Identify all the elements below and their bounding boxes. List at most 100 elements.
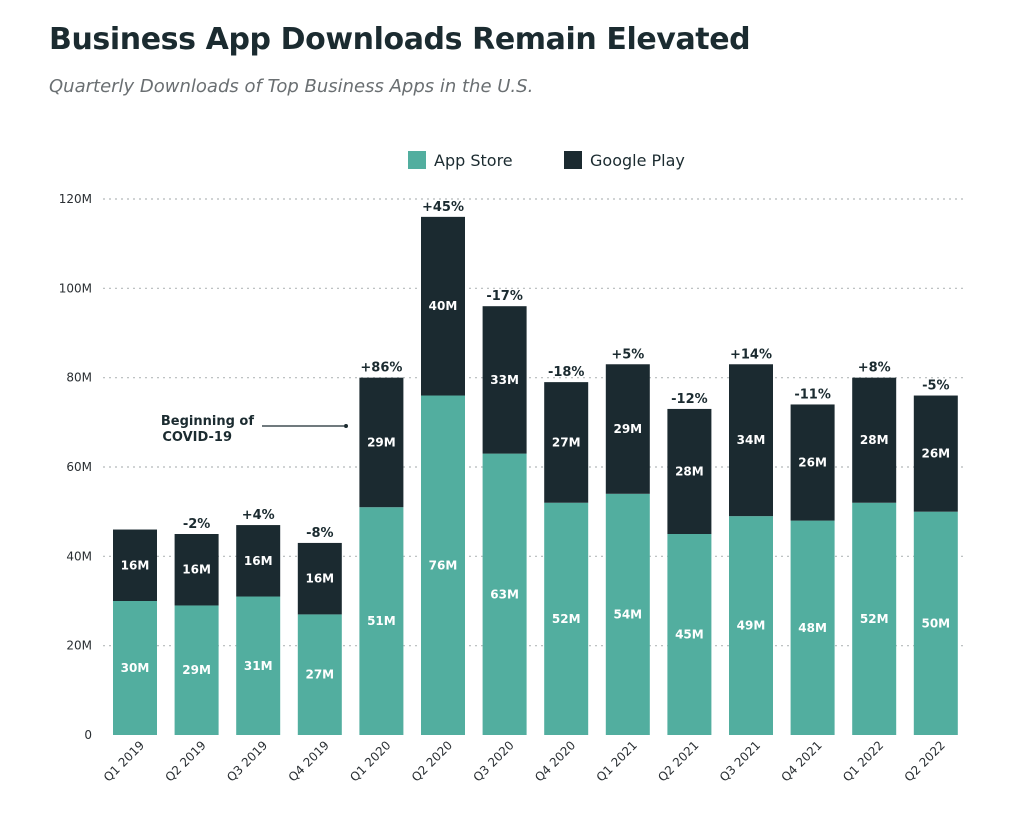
data-label-google-play: 34M <box>737 433 766 447</box>
legend-label-app-store: App Store <box>434 151 513 170</box>
change-label: +4% <box>242 508 275 523</box>
data-label-app-store: 31M <box>244 659 273 673</box>
x-tick-label: Q4 2021 <box>778 738 824 784</box>
bar-google-play <box>605 364 650 494</box>
y-tick-label: 80M <box>66 371 92 385</box>
y-tick-label: 0 <box>84 728 92 742</box>
change-label: +5% <box>611 347 644 362</box>
bar-google-play <box>174 534 219 606</box>
data-label-google-play: 16M <box>305 572 334 586</box>
data-label-app-store: 48M <box>798 621 827 635</box>
y-tick-label: 40M <box>66 549 92 563</box>
data-label-app-store: 30M <box>121 661 150 675</box>
x-tick-label: Q3 2020 <box>470 738 516 784</box>
covid-annotation: Beginning of COVID-19 <box>161 414 348 445</box>
bar-google-play <box>482 306 527 454</box>
y-tick-label: 120M <box>59 192 92 206</box>
data-label-google-play: 29M <box>613 422 642 436</box>
bar-app-store <box>729 516 773 735</box>
data-label-google-play: 28M <box>675 464 704 478</box>
bar-google-play <box>729 364 773 517</box>
data-label-app-store: 51M <box>367 614 396 628</box>
bar-google-play <box>790 404 835 521</box>
bar-app-store <box>605 493 650 735</box>
change-label: -18% <box>548 365 585 380</box>
x-tick-label: Q3 2021 <box>717 738 763 784</box>
data-label-google-play: 28M <box>860 433 889 447</box>
y-tick-label: 60M <box>66 460 92 474</box>
x-tick-label: Q1 2019 <box>101 738 147 784</box>
legend-label-google-play: Google Play <box>590 151 685 170</box>
bar-app-store <box>667 534 712 735</box>
legend-swatch-google-play <box>564 151 582 169</box>
bar-google-play <box>421 216 465 396</box>
x-tick-label: Q4 2019 <box>286 738 332 784</box>
bar-app-store <box>113 601 157 735</box>
chart-subtitle: Quarterly Downloads of Top Business Apps… <box>49 76 534 97</box>
chart-title: Business App Downloads Remain Elevated <box>49 22 751 57</box>
x-tick-label: Q2 2022 <box>902 738 948 784</box>
bar-google-play <box>297 542 342 615</box>
data-label-app-store: 45M <box>675 628 704 642</box>
annotation-line-2: COVID-19 <box>162 430 232 445</box>
x-axis: Q1 2019 Q2 2019 Q3 2019 Q4 2019 Q1 2020 Q2 20… <box>101 738 948 784</box>
change-label: +8% <box>858 361 891 376</box>
bar-app-store <box>852 502 897 735</box>
data-label-google-play: 27M <box>552 435 581 449</box>
bar-app-store <box>913 511 958 735</box>
x-tick-label: Q1 2021 <box>594 738 640 784</box>
x-tick-label: Q2 2021 <box>655 738 701 784</box>
bar-app-store <box>544 502 589 735</box>
bar-app-store <box>236 596 281 735</box>
change-label: -11% <box>794 387 831 402</box>
data-label-app-store: 49M <box>737 619 766 633</box>
change-label: +45% <box>422 200 464 215</box>
data-label-app-store: 50M <box>921 616 950 630</box>
change-label: -17% <box>486 289 523 304</box>
bar-app-store <box>790 520 835 735</box>
data-label-google-play: 16M <box>182 563 211 577</box>
data-label-app-store: 27M <box>305 668 334 682</box>
data-label-app-store: 52M <box>860 612 889 626</box>
bar-google-play <box>544 382 589 503</box>
change-label: +86% <box>360 361 402 376</box>
data-label-google-play: 16M <box>121 558 150 572</box>
bar-google-play <box>667 408 712 534</box>
x-tick-label: Q1 2020 <box>347 738 393 784</box>
data-label-app-store: 29M <box>182 663 211 677</box>
legend: App Store Google Play <box>408 151 685 170</box>
x-tick-label: Q3 2019 <box>224 738 270 784</box>
bar-app-store <box>174 605 219 735</box>
data-label-app-store: 52M <box>552 612 581 626</box>
bar-app-store <box>297 614 342 735</box>
change-label: -8% <box>306 526 333 541</box>
change-label: -5% <box>922 379 949 394</box>
bar-google-play <box>113 529 157 601</box>
bar-google-play <box>359 377 404 508</box>
y-tick-label: 20M <box>66 639 92 653</box>
bar-app-store <box>359 507 404 735</box>
change-label: -12% <box>671 392 708 407</box>
data-label-google-play: 26M <box>921 447 950 461</box>
change-label: +14% <box>730 347 772 362</box>
annotation-line-1: Beginning of <box>161 414 254 429</box>
change-label: -2% <box>183 517 210 532</box>
data-label-app-store: 76M <box>429 558 458 572</box>
bar-google-play <box>852 377 897 503</box>
bar-app-store <box>421 395 465 735</box>
data-label-app-store: 54M <box>613 607 642 621</box>
x-tick-label: Q2 2019 <box>162 738 208 784</box>
data-label-app-store: 63M <box>490 587 519 601</box>
data-label-google-play: 16M <box>244 554 273 568</box>
bar-google-play <box>913 395 958 512</box>
data-label-google-play: 40M <box>429 299 458 313</box>
data-label-google-play: 29M <box>367 435 396 449</box>
bar-app-store <box>482 453 527 735</box>
bars: 30M 16M 29M 16M -2% 31M 16M +4% 27M 16M -8% 51M 29M +… <box>113 200 958 735</box>
y-tick-label: 100M <box>59 281 92 295</box>
annotation-dot <box>344 424 348 428</box>
y-axis: 0 20M 40M 60M 80M 100M 120M <box>59 192 92 742</box>
x-tick-label: Q2 2020 <box>409 738 455 784</box>
x-tick-label: Q1 2022 <box>840 738 886 784</box>
